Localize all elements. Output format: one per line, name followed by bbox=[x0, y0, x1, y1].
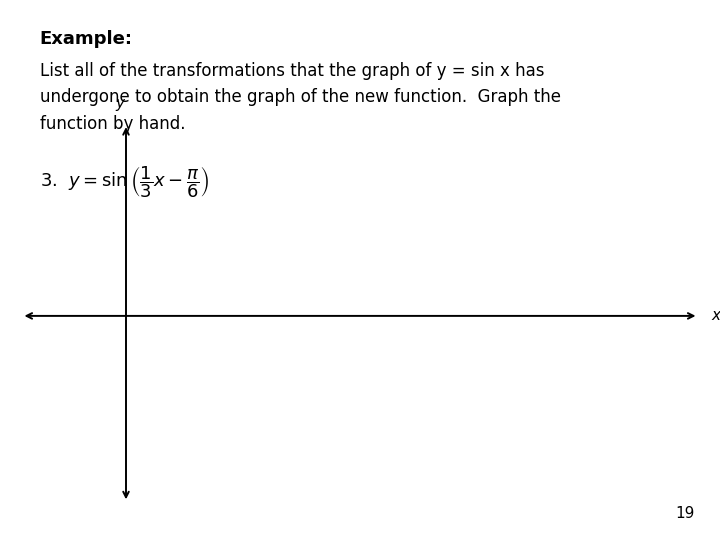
Text: y: y bbox=[116, 96, 125, 111]
Text: List all of the transformations that the graph of y = sin x has
undergone to obt: List all of the transformations that the… bbox=[40, 62, 561, 133]
Text: 19: 19 bbox=[675, 506, 695, 521]
Text: Example:: Example: bbox=[40, 30, 132, 48]
Text: x: x bbox=[711, 308, 720, 323]
Text: 3.  $y = \sin\left(\dfrac{1}{3}x - \dfrac{\pi}{6}\right)$: 3. $y = \sin\left(\dfrac{1}{3}x - \dfrac… bbox=[40, 165, 210, 200]
